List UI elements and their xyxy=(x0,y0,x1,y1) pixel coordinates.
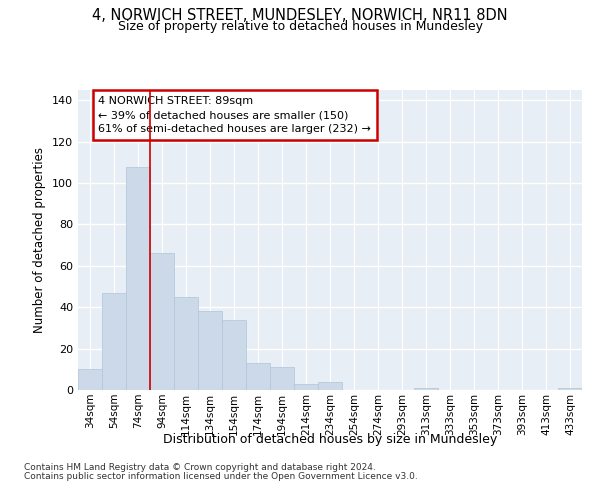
Y-axis label: Number of detached properties: Number of detached properties xyxy=(34,147,46,333)
Bar xyxy=(318,382,342,390)
Text: Contains HM Land Registry data © Crown copyright and database right 2024.: Contains HM Land Registry data © Crown c… xyxy=(24,464,376,472)
Bar xyxy=(198,312,222,390)
Bar xyxy=(174,297,198,390)
Text: 4 NORWICH STREET: 89sqm
← 39% of detached houses are smaller (150)
61% of semi-d: 4 NORWICH STREET: 89sqm ← 39% of detache… xyxy=(98,96,371,134)
Bar xyxy=(414,388,438,390)
Bar xyxy=(150,254,174,390)
Text: Distribution of detached houses by size in Mundesley: Distribution of detached houses by size … xyxy=(163,432,497,446)
Bar xyxy=(78,370,102,390)
Text: Size of property relative to detached houses in Mundesley: Size of property relative to detached ho… xyxy=(118,20,482,33)
Text: Contains public sector information licensed under the Open Government Licence v3: Contains public sector information licen… xyxy=(24,472,418,481)
Bar xyxy=(222,320,246,390)
Bar xyxy=(246,363,270,390)
Bar xyxy=(102,293,126,390)
Bar xyxy=(558,388,582,390)
Bar xyxy=(270,367,294,390)
Bar xyxy=(294,384,318,390)
Bar xyxy=(126,166,150,390)
Text: 4, NORWICH STREET, MUNDESLEY, NORWICH, NR11 8DN: 4, NORWICH STREET, MUNDESLEY, NORWICH, N… xyxy=(92,8,508,22)
